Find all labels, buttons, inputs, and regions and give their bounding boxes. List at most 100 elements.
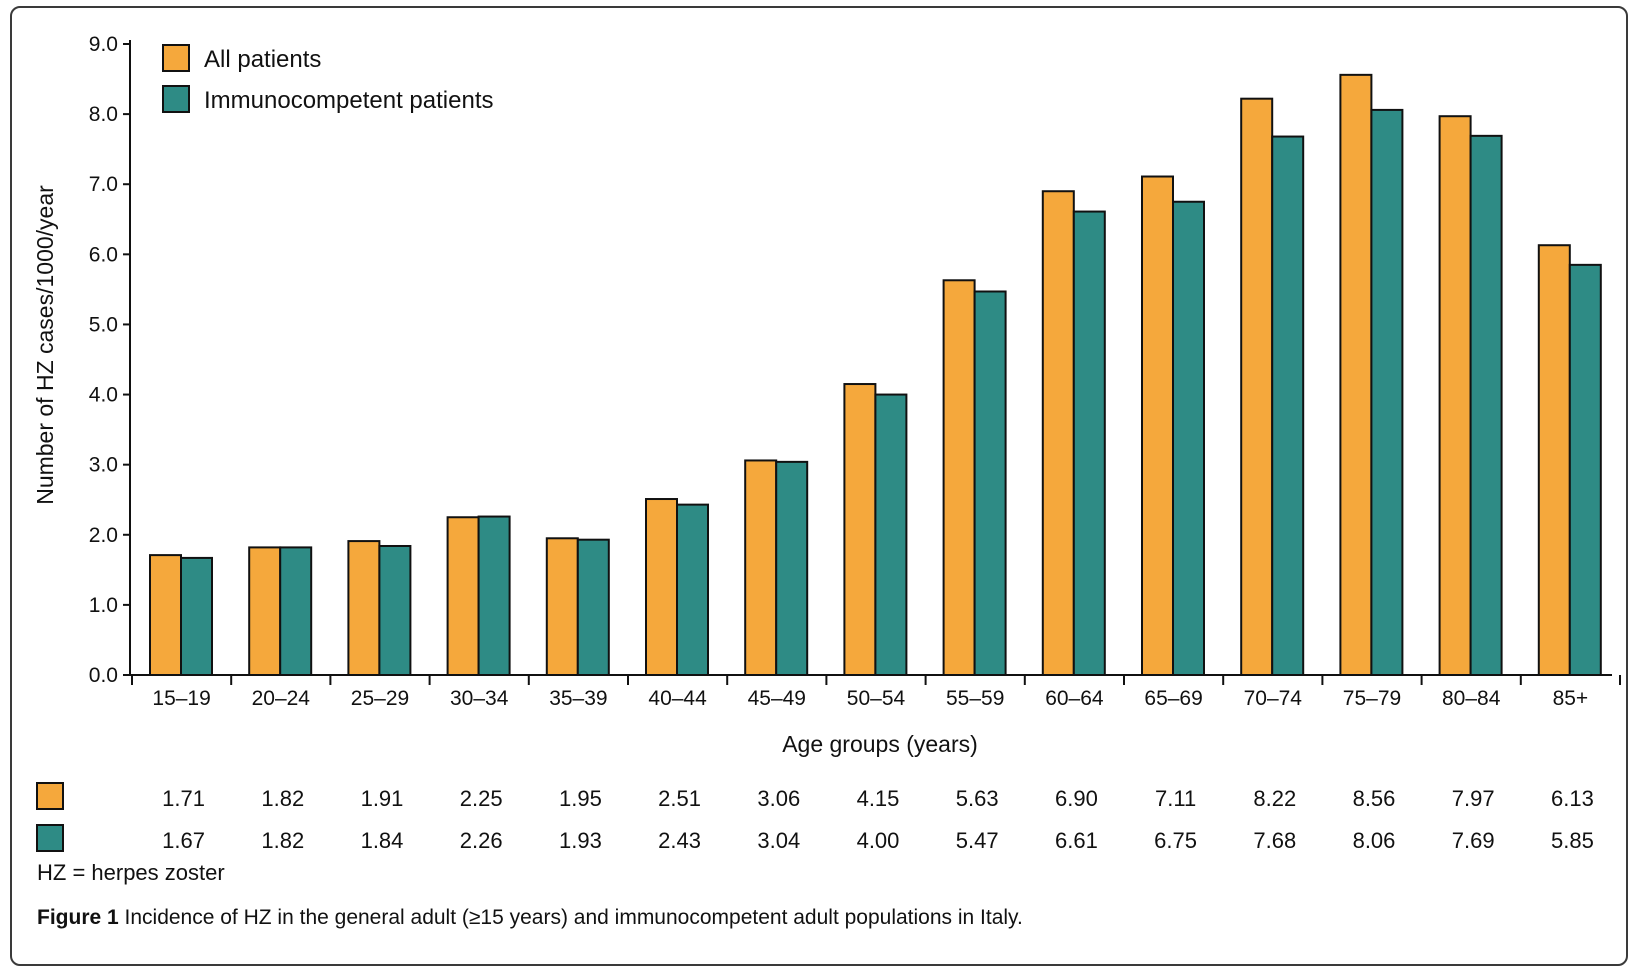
bar-immunocompetent-10 <box>1072 210 1106 676</box>
table-value-immunocompetent: 2.43 <box>658 828 701 853</box>
table-value-all-patients: 8.22 <box>1253 786 1296 811</box>
x-tick-label: 25–29 <box>351 687 409 710</box>
bar-immunocompetent-2 <box>279 546 313 676</box>
table-value-all-patients: 2.51 <box>658 786 701 811</box>
caption-text: Incidence of HZ in the general adult (≥1… <box>118 906 1023 929</box>
x-tick-label: 15–19 <box>152 687 210 710</box>
x-tick-label: 80–84 <box>1442 687 1501 710</box>
legend-swatch-all-patients <box>162 44 190 72</box>
y-tick-label: 7.0 <box>89 173 118 196</box>
table-value-all-patients: 3.06 <box>757 786 800 811</box>
bar-immunocompetent-7 <box>775 460 809 676</box>
bar-all-patients-12 <box>1240 97 1274 677</box>
bar-immunocompetent-11 <box>1172 200 1205 676</box>
x-tick-label: 45–49 <box>748 687 806 710</box>
caption-label: Figure 1 <box>37 906 119 929</box>
footnote: HZ = herpes zoster <box>37 860 225 885</box>
bar-immunocompetent-14 <box>1469 134 1503 676</box>
value-table: 1.71 1.82 1.91 2.25 1.95 2.51 3.06 4.15 5.63 6.90… <box>36 782 1594 853</box>
bar-immunocompetent-12 <box>1271 135 1305 676</box>
y-tick-label: 0.0 <box>89 664 118 687</box>
table-value-immunocompetent: 5.85 <box>1551 828 1594 853</box>
y-axis-label: Number of HZ cases/1000/year <box>32 185 58 505</box>
table-swatch-immunocompetent <box>36 824 64 852</box>
y-tick-label: 2.0 <box>89 524 118 547</box>
table-value-all-patients: 8.56 <box>1353 786 1396 811</box>
table-value-all-patients: 5.63 <box>956 786 999 811</box>
y-tick-label: 4.0 <box>89 384 118 407</box>
bar-immunocompetent-6 <box>676 503 709 676</box>
bar-all-patients-7 <box>744 459 778 676</box>
bar-all-patients-13 <box>1339 73 1373 677</box>
table-value-all-patients: 6.90 <box>1055 786 1098 811</box>
bar-immunocompetent-5 <box>576 538 610 676</box>
table-value-immunocompetent: 4.00 <box>857 828 900 853</box>
bar-immunocompetent-9 <box>973 290 1007 676</box>
bar-all-patients-4 <box>446 516 480 676</box>
table-value-immunocompetent: 7.68 <box>1253 828 1296 853</box>
table-value-all-patients: 2.25 <box>460 786 503 811</box>
legend-label-all-patients: All patients <box>204 46 321 73</box>
table-value-all-patients: 1.71 <box>162 786 205 811</box>
table-value-immunocompetent: 7.69 <box>1452 828 1495 853</box>
bar-all-patients-15 <box>1537 244 1571 676</box>
bar-all-patients-10 <box>1041 190 1075 676</box>
bar-all-patients-5 <box>545 537 579 676</box>
bar-all-patients-2 <box>248 546 282 676</box>
bar-all-patients-3 <box>347 540 381 676</box>
table-value-all-patients: 1.95 <box>559 786 602 811</box>
legend-label-immunocompetent: Immunocompetent patients <box>204 87 494 114</box>
x-tick-label: 40–44 <box>648 687 707 710</box>
bar-immunocompetent-13 <box>1370 108 1404 677</box>
table-value-immunocompetent: 3.04 <box>757 828 800 853</box>
table-swatch-all-patients <box>36 782 64 810</box>
x-tick-label: 35–39 <box>549 687 607 710</box>
bar-all-patients-9 <box>942 279 976 676</box>
bar-all-patients-8 <box>843 383 877 676</box>
table-value-all-patients: 1.82 <box>261 786 304 811</box>
legend-swatch-immunocompetent <box>162 85 190 113</box>
legend: All patients Immunocompetent patients <box>162 44 494 114</box>
y-tick-label: 8.0 <box>89 103 118 126</box>
x-tick-label: 20–24 <box>252 687 311 710</box>
bars <box>149 73 1602 677</box>
table-value-all-patients: 7.11 <box>1155 786 1196 811</box>
table-value-immunocompetent: 8.06 <box>1353 828 1396 853</box>
bar-immunocompetent-3 <box>378 544 412 676</box>
bar-all-patients-11 <box>1141 175 1174 676</box>
y-tick-label: 9.0 <box>89 33 118 56</box>
y-tick-label: 6.0 <box>89 243 118 266</box>
bar-all-patients-1 <box>149 554 182 676</box>
table-value-immunocompetent: 1.82 <box>261 828 304 853</box>
x-tick-label: 75–79 <box>1343 687 1401 710</box>
axes: 0.0 1.0 2.0 3.0 4.0 5.0 6.0 7.0 8.0 9.0 15–19 20–24… <box>89 33 1621 710</box>
y-tick-label: 5.0 <box>89 313 118 336</box>
bar-immunocompetent-1 <box>180 556 213 676</box>
bar-immunocompetent-8 <box>874 393 908 676</box>
x-axis-label: Age groups (years) <box>782 731 978 757</box>
bar-all-patients-14 <box>1438 115 1472 677</box>
table-value-all-patients: 1.91 <box>361 786 404 811</box>
x-tick-label: 65–69 <box>1144 687 1202 710</box>
bar-all-patients-6 <box>645 498 678 676</box>
table-value-immunocompetent: 2.26 <box>460 828 503 853</box>
table-value-all-patients: 4.15 <box>857 786 900 811</box>
x-tick-label: 70–74 <box>1244 687 1303 710</box>
y-tick-label: 3.0 <box>89 454 118 477</box>
x-tick-label: 60–64 <box>1045 687 1104 710</box>
table-value-immunocompetent: 1.67 <box>162 828 205 853</box>
table-value-all-patients: 7.97 <box>1452 786 1495 811</box>
x-tick-label: 50–54 <box>847 687 906 710</box>
bar-immunocompetent-4 <box>477 515 511 676</box>
table-value-immunocompetent: 5.47 <box>956 828 999 853</box>
bar-immunocompetent-15 <box>1568 263 1602 676</box>
table-value-immunocompetent: 6.61 <box>1055 828 1098 853</box>
x-tick-label: 30–34 <box>450 687 509 710</box>
table-value-all-patients: 6.13 <box>1551 786 1594 811</box>
x-tick-label: 85+ <box>1553 687 1589 710</box>
table-value-immunocompetent: 1.93 <box>559 828 602 853</box>
y-tick-label: 1.0 <box>89 594 118 617</box>
figure-caption: Figure 1 Incidence of HZ in the general … <box>37 906 1023 930</box>
table-value-immunocompetent: 1.84 <box>361 828 404 853</box>
